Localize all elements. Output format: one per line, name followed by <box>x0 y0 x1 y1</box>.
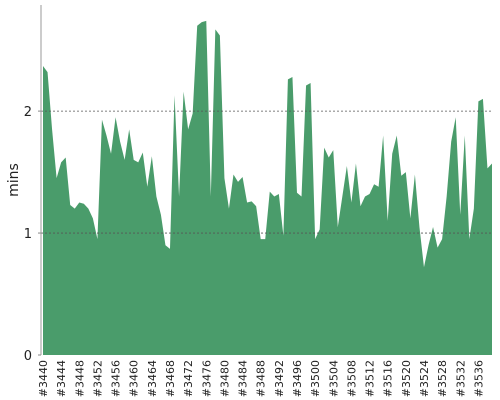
x-tick-label: #3484 <box>237 360 250 397</box>
x-tick-label: #3468 <box>164 360 177 397</box>
x-tick-label: #3492 <box>273 360 286 397</box>
y-axis-label: mins <box>6 163 22 197</box>
x-tick-label: #3532 <box>454 360 467 397</box>
x-tick-label: #3524 <box>418 360 431 397</box>
x-tick-label: #3528 <box>436 360 449 397</box>
x-tick-label: #3504 <box>327 360 340 397</box>
x-tick-label: #3520 <box>400 360 413 397</box>
x-tick-label: #3512 <box>364 360 377 397</box>
x-tick-label: #3496 <box>291 360 304 397</box>
x-tick-label: #3456 <box>110 360 123 397</box>
area <box>43 20 492 355</box>
x-tick-label: #3508 <box>345 360 358 397</box>
x-tick-label: #3476 <box>200 360 213 397</box>
y-tick-label: 1 <box>24 227 32 242</box>
y-tick-label: 0 <box>24 349 32 364</box>
x-tick-label: #3488 <box>255 360 268 397</box>
x-tick-label: #3500 <box>309 360 322 397</box>
x-tick-label: #3536 <box>472 360 485 397</box>
x-tick-label: #3516 <box>382 360 395 397</box>
x-tick-label: #3472 <box>182 360 195 397</box>
x-tick-label: #3464 <box>146 360 159 397</box>
x-tick-label: #3448 <box>73 360 86 397</box>
x-tick-label: #3444 <box>55 360 68 397</box>
x-tick-label: #3452 <box>91 360 104 397</box>
x-tick-label: #3440 <box>37 360 50 397</box>
y-tick-label: 2 <box>24 105 32 120</box>
x-tick-label: #3480 <box>218 360 231 397</box>
x-tick-label: #3460 <box>128 360 141 397</box>
